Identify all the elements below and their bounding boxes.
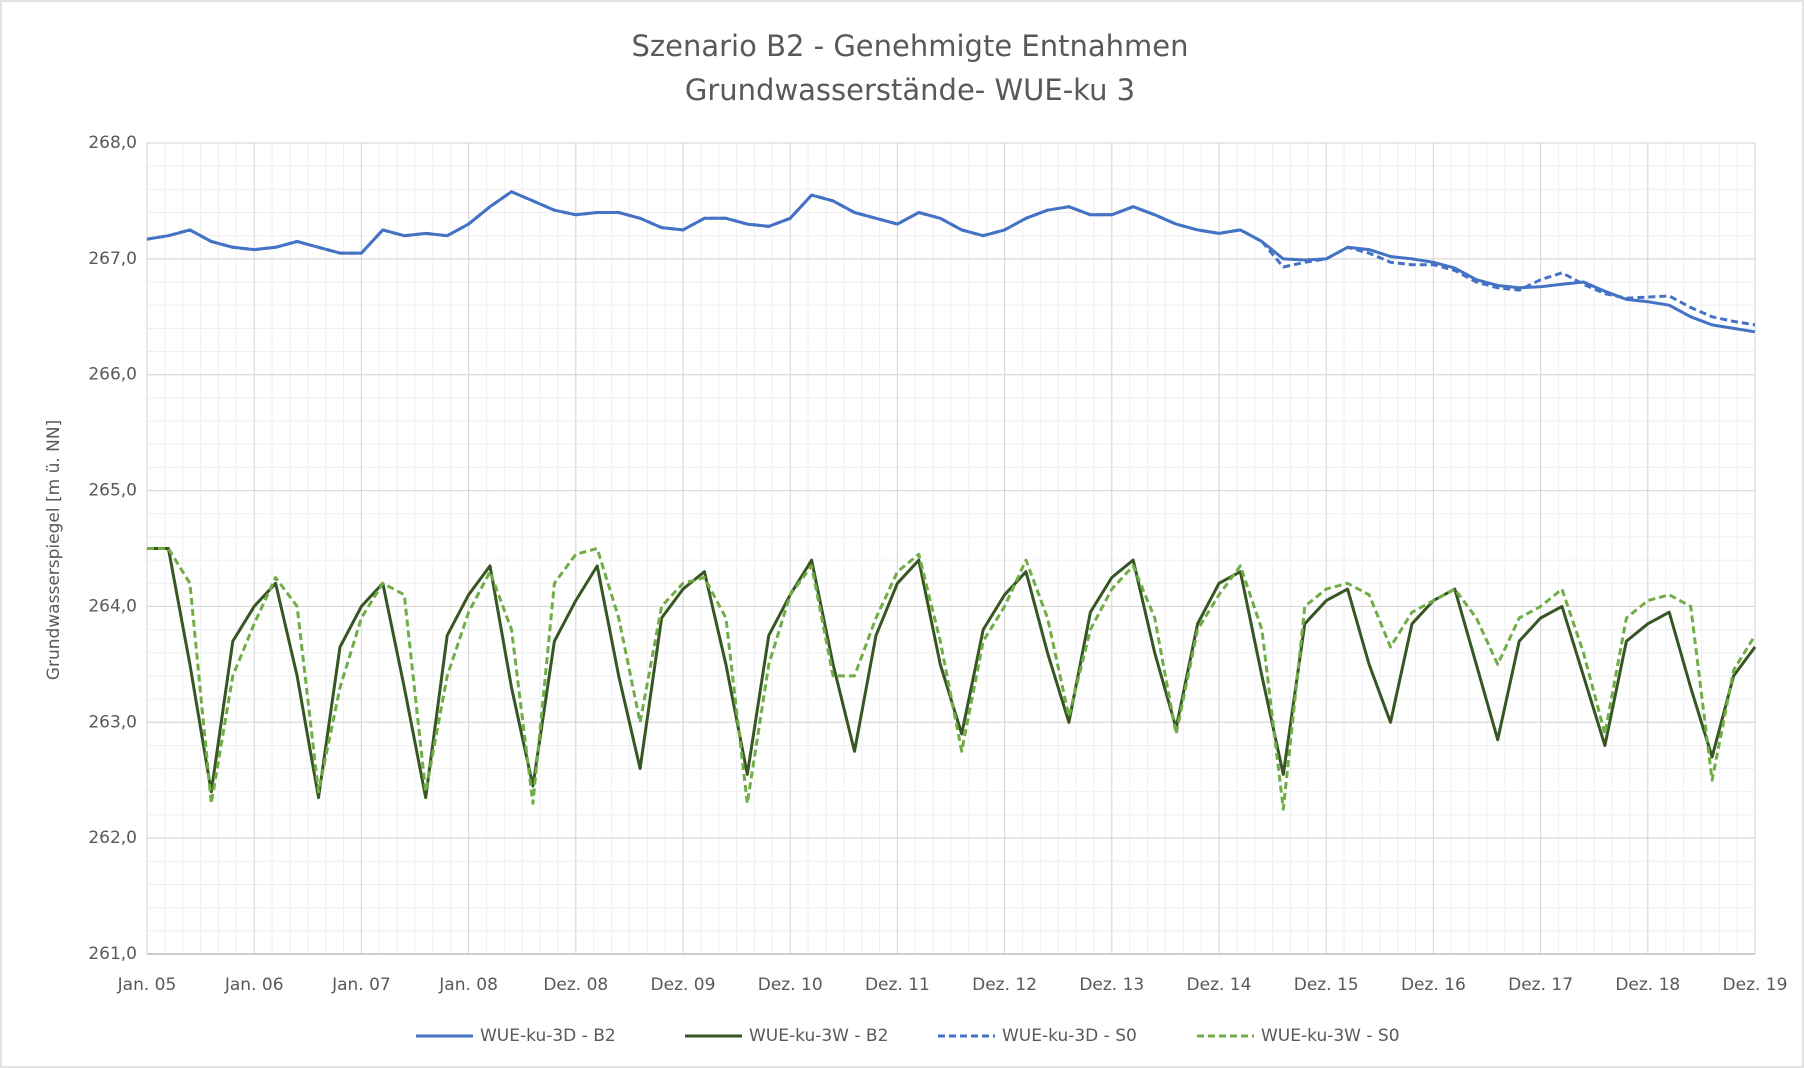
x-tick-label: Dez. 18 [1615, 975, 1680, 995]
x-tick-label: Jan. 06 [224, 975, 284, 995]
y-tick-label: 264,0 [88, 596, 137, 616]
y-tick-label: 263,0 [88, 712, 137, 732]
legend-label: WUE-ku-3D - S0 [1002, 1026, 1137, 1046]
x-tick-label: Jan. 08 [438, 975, 498, 995]
y-tick-label: 268,0 [88, 133, 137, 153]
x-tick-label: Dez. 08 [543, 975, 608, 995]
legend: WUE-ku-3D - B2 WUE-ku-3W - B2 WUE-ku-3D - … [416, 1026, 1400, 1046]
x-tick-label: Dez. 11 [865, 975, 930, 995]
x-tick-label: Jan. 05 [117, 975, 177, 995]
x-tick-label: Dez. 09 [651, 975, 716, 995]
legend-label: WUE-ku-3W - B2 [749, 1026, 888, 1046]
grid: 261,0 262,0 263,0 264,0 265,0 266,0 267,0 268,0… [88, 133, 1787, 995]
y-tick-label: 266,0 [88, 365, 137, 385]
x-tick-label: Dez. 12 [972, 975, 1037, 995]
chart-subtitle: Grundwasserstände- WUE-ku 3 [685, 73, 1135, 107]
y-tick-label: 261,0 [88, 944, 137, 964]
x-tick-label: Dez. 17 [1508, 975, 1573, 995]
chart-title: Szenario B2 - Genehmigte Entnahmen [632, 29, 1189, 63]
y-tick-label: 267,0 [88, 249, 137, 269]
x-tick-label: Dez. 10 [758, 975, 823, 995]
line-series [147, 547, 1757, 811]
line-series [147, 547, 1757, 800]
legend-label: WUE-ku-3W - S0 [1261, 1026, 1400, 1046]
y-axis-label: Grundwasserspiegel [m ü. NN] [44, 420, 64, 680]
x-tick-label: Dez. 19 [1723, 975, 1788, 995]
line-series [146, 190, 1756, 327]
legend-label: WUE-ku-3D - B2 [480, 1026, 616, 1046]
y-tick-label: 262,0 [88, 828, 137, 848]
x-tick-label: Dez. 16 [1401, 975, 1466, 995]
x-tick-label: Dez. 14 [1187, 975, 1252, 995]
y-tick-label: 265,0 [88, 481, 137, 501]
x-tick-label: Jan. 07 [331, 975, 391, 995]
x-tick-label: Dez. 13 [1079, 975, 1144, 995]
plot-area [146, 190, 1757, 811]
x-tick-label: Dez. 15 [1294, 975, 1359, 995]
